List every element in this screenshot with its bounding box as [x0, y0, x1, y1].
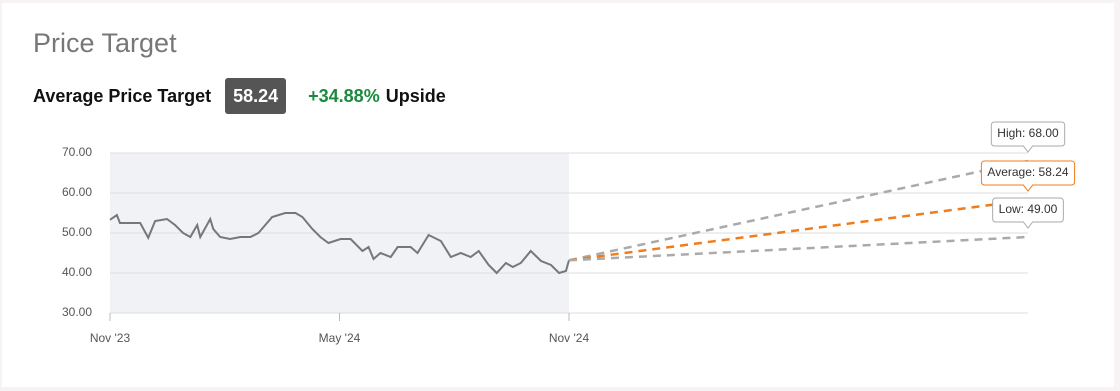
label-pointer — [1022, 221, 1034, 229]
x-tick-label: May '24 — [319, 331, 361, 345]
y-tick-label: 50.00 — [62, 225, 92, 239]
target-label: Average: 58.24 — [980, 160, 1076, 192]
y-tick-label: 40.00 — [62, 265, 92, 279]
y-tick-label: 30.00 — [62, 305, 92, 319]
summary-row: Average Price Target 58.24 +34.88% Upsid… — [33, 78, 446, 114]
label-text: Low: 49.00 — [999, 202, 1058, 216]
label-text: High: 68.00 — [997, 126, 1059, 140]
projection-line — [568, 159, 1029, 262]
y-tick-label: 60.00 — [62, 185, 92, 199]
label-pointer — [1022, 145, 1034, 153]
average-badge: 58.24 — [225, 78, 287, 114]
upside-label: Upside — [385, 85, 446, 106]
target-label: Low: 49.00 — [992, 197, 1064, 229]
target-label: High: 68.00 — [990, 121, 1066, 153]
label-text: Average: 58.24 — [987, 165, 1069, 179]
x-tick-label: Nov '23 — [90, 331, 131, 345]
x-tick-label: Nov '24 — [549, 331, 590, 345]
title: Price Target — [33, 28, 177, 58]
average-label: Average Price Target — [33, 85, 212, 106]
label-pointer — [1022, 184, 1034, 192]
projection-line — [568, 198, 1029, 262]
y-tick-label: 70.00 — [62, 145, 92, 159]
price-line — [109, 212, 570, 275]
projection-line — [568, 235, 1029, 262]
upside-value: +34.88% — [308, 85, 380, 106]
